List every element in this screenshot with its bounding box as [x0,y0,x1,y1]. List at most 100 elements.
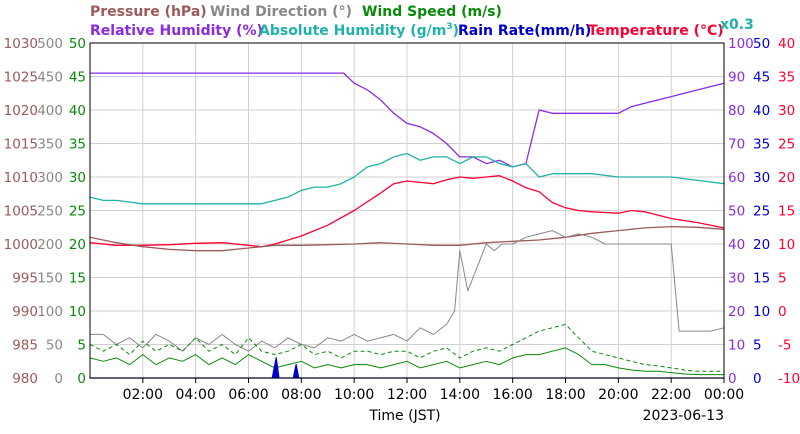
y-tick-rain-rate: 10 [753,304,770,320]
y-tick-wind-speed: 35 [69,137,86,153]
y-tick-rain-rate: 40 [753,103,770,119]
y-tick-rain-rate: 45 [753,70,770,86]
y-tick-temperature: 5 [778,271,787,287]
legend-pressure: Pressure (hPa) [90,4,207,20]
y-tick-temperature: 15 [778,204,795,220]
x-tick-label: 18:00 [545,387,585,403]
y-tick-pressure: 1010 [4,170,38,186]
y-tick-wind-speed: 10 [69,304,86,320]
x-tick-label: 20:00 [598,387,638,403]
y-tick-pressure: 980 [12,371,38,387]
y-tick-wind-direction: 350 [37,137,63,153]
y-tick-rain-rate: 50 [753,36,770,52]
y-tick-wind-direction: 100 [37,304,63,320]
y-tick-wind-speed: 25 [69,204,86,220]
series-layer [89,72,725,379]
y-tick-humidity: 10 [728,338,745,354]
series-wind-speed [89,347,724,376]
y-tick-wind-direction: 400 [37,103,63,119]
y-tick-temperature: -5 [778,338,791,354]
y-tick-pressure: 1020 [4,103,38,119]
y-tick-humidity: 70 [728,137,745,153]
y-tick-wind-direction: 0 [54,371,63,387]
legend-abs-base: Absolute Humidity (g/m [259,23,446,39]
y-tick-humidity: 20 [728,304,745,320]
y-tick-humidity: 100 [728,36,754,52]
y-tick-wind-speed: 15 [69,271,86,287]
series-absolute-humidity [89,152,725,205]
y-tick-humidity: 30 [728,271,745,287]
x-tick-label: 12:00 [387,387,427,403]
y-tick-temperature: 20 [778,170,795,186]
y-tick-wind-direction: 200 [37,237,63,253]
y-tick-rain-rate: 25 [753,204,770,220]
y-tick-pressure: 1015 [4,137,38,153]
legend-wind-speed: Wind Speed (m/s) [362,4,502,20]
y-tick-wind-direction: 250 [37,204,63,220]
y-tick-rain-rate: 5 [753,338,762,354]
y-tick-pressure: 1025 [4,70,38,86]
y-tick-pressure: 985 [12,338,38,354]
y-tick-wind-direction: 500 [37,36,63,52]
y-tick-humidity: 60 [728,170,745,186]
legend-absolute-humidity: Absolute Humidity (g/m3) [259,22,459,39]
x-axis-ticks: 02:00 04:00 06:00 08:00 10:00 12:00 14:00 16:00… [123,378,744,403]
y-tick-pressure: 1030 [4,36,38,52]
y-tick-wind-speed: 40 [69,103,86,119]
legend-humidity: Relative Humidity (%) [90,23,263,39]
series-wind-direction [90,230,725,352]
y-tick-wind-direction: 50 [46,338,63,354]
legend-abs-end: ) [453,23,459,39]
y-tick-wind-speed: 45 [69,70,86,86]
y-tick-rain-rate: 15 [753,271,770,287]
x-tick-label: 02:00 [123,387,163,403]
y-tick-wind-direction: 450 [37,70,63,86]
y-tick-pressure: 1000 [4,237,38,253]
legend-wind-direction: Wind Direction (°) [210,4,352,20]
x-tick-label: 06:00 [228,387,268,403]
x-tick-label: 10:00 [334,387,374,403]
y-tick-temperature: -10 [778,371,800,387]
y-tick-wind-speed: 5 [77,338,86,354]
x-tick-label: 16:00 [492,387,532,403]
y-tick-wind-speed: 0 [77,371,86,387]
x-tick-label: 04:00 [175,387,215,403]
x-tick-label: 22:00 [651,387,691,403]
y-tick-wind-direction: 150 [37,271,63,287]
x-tick-label: 14:00 [440,387,480,403]
y-tick-pressure: 990 [12,304,38,320]
y-tick-temperature: 10 [778,237,795,253]
y-tick-pressure: 1005 [4,204,38,220]
x-tick-label: 08:00 [281,387,321,403]
y-tick-humidity: 50 [728,204,745,220]
series-pressure [89,225,725,252]
y-tick-wind-speed: 50 [69,36,86,52]
y-tick-humidity: 80 [728,103,745,119]
y-tick-humidity: 40 [728,237,745,253]
y-axis-ticks: 1030102510201015101010051000995990985980… [4,36,800,387]
y-tick-wind-speed: 30 [69,170,86,186]
y-tick-humidity: 90 [728,70,745,86]
legend-temperature: Temperature (°C) [588,23,724,39]
y-tick-wind-speed: 20 [69,237,86,253]
series-relative-humidity [90,72,725,168]
y-tick-pressure: 995 [12,271,38,287]
legend-rain-multiplier: x0.3 [720,17,754,33]
x-axis-label: Time (JST) [368,408,440,424]
y-tick-rain-rate: 35 [753,137,770,153]
y-tick-humidity: 0 [728,371,737,387]
series-temperature [89,175,725,248]
y-tick-wind-direction: 300 [37,170,63,186]
y-tick-rain-rate: 0 [753,371,762,387]
y-tick-temperature: 40 [778,36,795,52]
x-tick-label: 00:00 [704,387,744,403]
y-tick-temperature: 25 [778,137,795,153]
date-label: 2023-06-13 [643,408,724,424]
y-tick-rain-rate: 20 [753,237,770,253]
legend-rain-rate: Rain Rate(mm/h) [458,23,591,39]
legend-abs-sup: 3 [446,22,452,32]
y-tick-rain-rate: 30 [753,170,770,186]
y-tick-temperature: 35 [778,70,795,86]
y-tick-temperature: 0 [778,304,787,320]
